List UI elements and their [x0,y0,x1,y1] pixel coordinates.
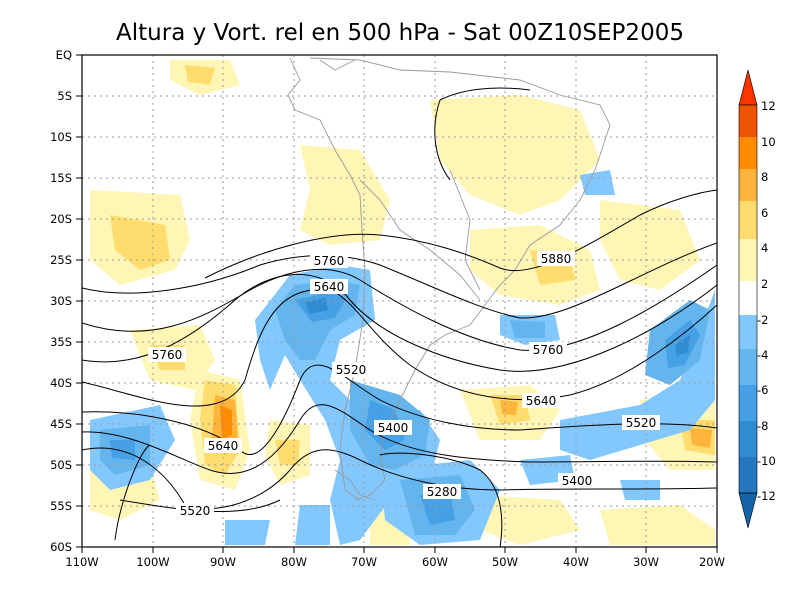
colorbar-swatch [739,315,757,349]
latitude-labels: EQ 5S 10S 15S 20S 25S 30S 35S 40S 45S 50… [50,48,72,554]
contour-label-5640: 5640 [526,394,557,408]
lon-label: 40W [563,555,589,569]
contour-label-5520: 5520 [626,416,657,430]
colorbar-label: -4 [757,348,768,362]
lon-label: 90W [210,555,236,569]
longitude-labels: 110W 100W 90W 80W 70W 60W 50W 40W 30W 20… [65,555,725,569]
colorbar-swatch [739,105,757,137]
map-title: Altura y Vort. rel en 500 hPa - Sat 00Z1… [116,20,684,46]
lat-label: 50S [50,458,72,472]
lon-label: 50W [492,555,518,569]
contour-label-5760: 5760 [533,343,564,357]
lat-label: 5S [57,89,72,103]
colorbar-label: 8 [761,170,768,184]
lat-label: 55S [50,499,72,513]
map-panel: 5880 5760 5760 5760 5640 5640 5640 5520 … [50,48,725,569]
lat-label: 15S [50,171,72,185]
colorbar-label: 4 [761,241,768,255]
colorbar-label: -2 [757,313,768,327]
contour-label-5880: 5880 [541,252,572,266]
colorbar-swatch [739,169,757,201]
colorbar-swatch [739,281,757,315]
colorbar-swatch [739,421,757,457]
lat-label: 30S [50,294,72,308]
colorbar-swatch [739,349,757,385]
lon-label: 30W [633,555,659,569]
contour-label-5760: 5760 [152,348,183,362]
lat-label: 60S [50,540,72,554]
contour-labels: 5880 5760 5760 5760 5640 5640 5640 5520 … [148,251,660,518]
colorbar: 12 10 8 6 4 2 -2 -4 -6 -8 -10 -12 [738,69,776,529]
lon-label: 110W [65,555,98,569]
colorbar-label: -8 [757,419,768,433]
lon-label: 80W [281,555,307,569]
graticule [82,55,717,547]
colorbar-label: -6 [757,383,768,397]
lat-label: 10S [50,130,72,144]
lon-label: 100W [136,555,169,569]
lat-label: 25S [50,253,72,267]
contour-label-5520: 5520 [180,504,211,518]
lon-label: 20W [699,555,725,569]
colorbar-swatch [739,239,757,281]
colorbar-label: 2 [761,277,768,291]
contour-label-5640: 5640 [208,439,239,453]
lat-label: 20S [50,212,72,226]
lon-label: 70W [351,555,377,569]
lat-label: 40S [50,376,72,390]
lat-label: EQ [56,48,72,62]
colorbar-label: -10 [757,454,776,468]
colorbar-swatch [739,137,757,169]
shaded-vorticity [90,60,715,545]
axis-ticks [76,54,718,553]
contour-label-5760: 5760 [314,254,345,268]
lat-label: 45S [50,417,72,431]
colorbar-swatch [739,385,757,421]
colorbar-swatch [739,457,757,493]
contour-label-5640: 5640 [314,280,345,294]
contour-label-5520: 5520 [336,363,367,377]
colorbar-swatch [739,201,757,239]
lat-label: 35S [50,335,72,349]
colorbar-label: 12 [761,99,776,113]
colorbar-label: 10 [761,135,776,149]
lon-label: 60W [422,555,448,569]
contour-label-5400: 5400 [378,421,409,435]
contour-label-5400: 5400 [562,474,593,488]
contour-label-5280: 5280 [427,485,458,499]
colorbar-label: 6 [761,206,768,220]
colorbar-bottom-arrow [738,492,758,529]
colorbar-top-arrow [738,69,758,106]
colorbar-label: -12 [757,489,776,503]
